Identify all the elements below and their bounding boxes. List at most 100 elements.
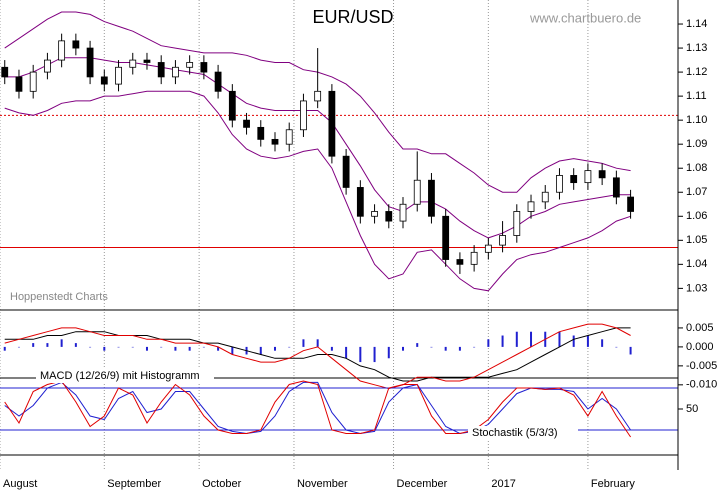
candle-body	[44, 59, 51, 73]
y-tick-label: 1.13	[686, 42, 707, 54]
candle-body	[499, 235, 506, 246]
label-bg	[36, 369, 214, 383]
candle-body	[115, 66, 122, 85]
candle-body	[100, 76, 108, 85]
x-tick-label: August	[3, 478, 37, 490]
y-tick-label: -0.005	[686, 360, 717, 372]
y-tick-label: 1.11	[686, 90, 707, 102]
candle-body	[200, 62, 208, 73]
indicator-label: Stochastik (5/3/3)	[472, 427, 558, 439]
histogram-bar	[316, 339, 319, 347]
histogram-bar	[586, 335, 589, 347]
histogram-bar	[302, 339, 305, 347]
y-tick-label: 1.07	[686, 186, 707, 198]
watermark: www.chartbuero.de	[529, 10, 641, 25]
x-tick-label: 2017	[491, 478, 515, 490]
histogram-bar	[402, 346, 405, 351]
series-line	[4, 380, 632, 438]
candle-body	[513, 211, 521, 236]
candle-body	[570, 175, 578, 184]
y-tick-label: -0.010	[686, 379, 717, 391]
x-tick-label: February	[591, 478, 636, 490]
series-line	[4, 381, 632, 435]
candle-body	[257, 126, 265, 140]
candle-body	[186, 62, 194, 68]
candle-body	[58, 40, 66, 61]
histogram-bar	[131, 346, 134, 348]
histogram-bar	[188, 346, 191, 351]
candle-body	[413, 179, 421, 205]
bollinger-lower	[4, 90, 631, 292]
histogram-bar	[387, 346, 390, 359]
source-label: Hoppenstedt Charts	[10, 291, 108, 303]
x-tick-label: October	[202, 478, 241, 490]
candle-body	[157, 62, 165, 78]
histogram-bar	[273, 346, 276, 351]
candle-body	[129, 59, 137, 68]
histogram-bar	[202, 346, 205, 348]
histogram-bar	[60, 339, 63, 347]
candle-body	[172, 66, 179, 78]
histogram-bar	[473, 346, 476, 348]
y-tick-label: 0.000	[686, 341, 714, 353]
candle-body	[442, 215, 450, 260]
histogram-bar	[117, 346, 120, 348]
chart-title: EUR/USD	[312, 7, 393, 27]
candle-body	[214, 71, 222, 92]
candle-body	[285, 129, 293, 145]
label-bg	[468, 426, 578, 440]
candle-body	[627, 196, 634, 212]
histogram-bar	[217, 346, 220, 351]
candle-body	[598, 170, 606, 179]
y-tick-label: 50	[686, 403, 698, 415]
candle-body	[385, 211, 393, 222]
histogram-bar	[345, 346, 348, 359]
candle-body	[314, 90, 322, 102]
histogram-bar	[430, 346, 433, 348]
candle-body	[456, 259, 464, 265]
candle-body	[300, 100, 307, 131]
bollinger-middle	[4, 57, 631, 239]
histogram-bar	[444, 346, 447, 351]
histogram-bar	[103, 346, 106, 351]
series-line	[4, 327, 631, 382]
histogram-bar	[416, 343, 419, 347]
candle-body	[556, 175, 563, 193]
y-tick-label: 1.12	[686, 66, 707, 78]
y-tick-label: 1.03	[686, 282, 707, 294]
candle-body	[484, 244, 492, 253]
histogram-bar	[572, 335, 575, 347]
histogram-bar	[3, 346, 6, 351]
histogram-bar	[373, 346, 376, 363]
histogram-bar	[145, 346, 148, 351]
candle-body	[342, 155, 350, 188]
candle-body	[271, 138, 279, 145]
histogram-bar	[231, 346, 234, 355]
candle-body	[356, 187, 364, 217]
y-tick-label: 1.04	[686, 258, 707, 270]
candle-body	[470, 251, 478, 265]
histogram-bar	[530, 331, 533, 347]
candle-body	[428, 179, 435, 217]
histogram-bar	[487, 339, 490, 347]
histogram-bar	[288, 346, 291, 348]
histogram-bar	[558, 331, 561, 347]
candle-body	[399, 203, 407, 222]
y-tick-label: 1.06	[686, 210, 707, 222]
histogram-bar	[259, 346, 262, 355]
y-tick-label: 1.14	[686, 18, 707, 30]
histogram-bar	[74, 343, 77, 347]
histogram-bar	[629, 346, 632, 355]
histogram-bar	[458, 346, 461, 351]
candle-body	[1, 66, 9, 78]
indicator-label: MACD (12/26/9) mit Histogramm	[40, 370, 200, 382]
candle-body	[328, 90, 336, 157]
histogram-bar	[17, 346, 20, 348]
histogram-bar	[601, 339, 604, 347]
candle-body	[72, 40, 80, 49]
candle-body	[15, 76, 23, 92]
histogram-bar	[359, 346, 362, 363]
histogram-bar	[32, 343, 35, 347]
y-tick-label: 1.09	[686, 138, 707, 150]
